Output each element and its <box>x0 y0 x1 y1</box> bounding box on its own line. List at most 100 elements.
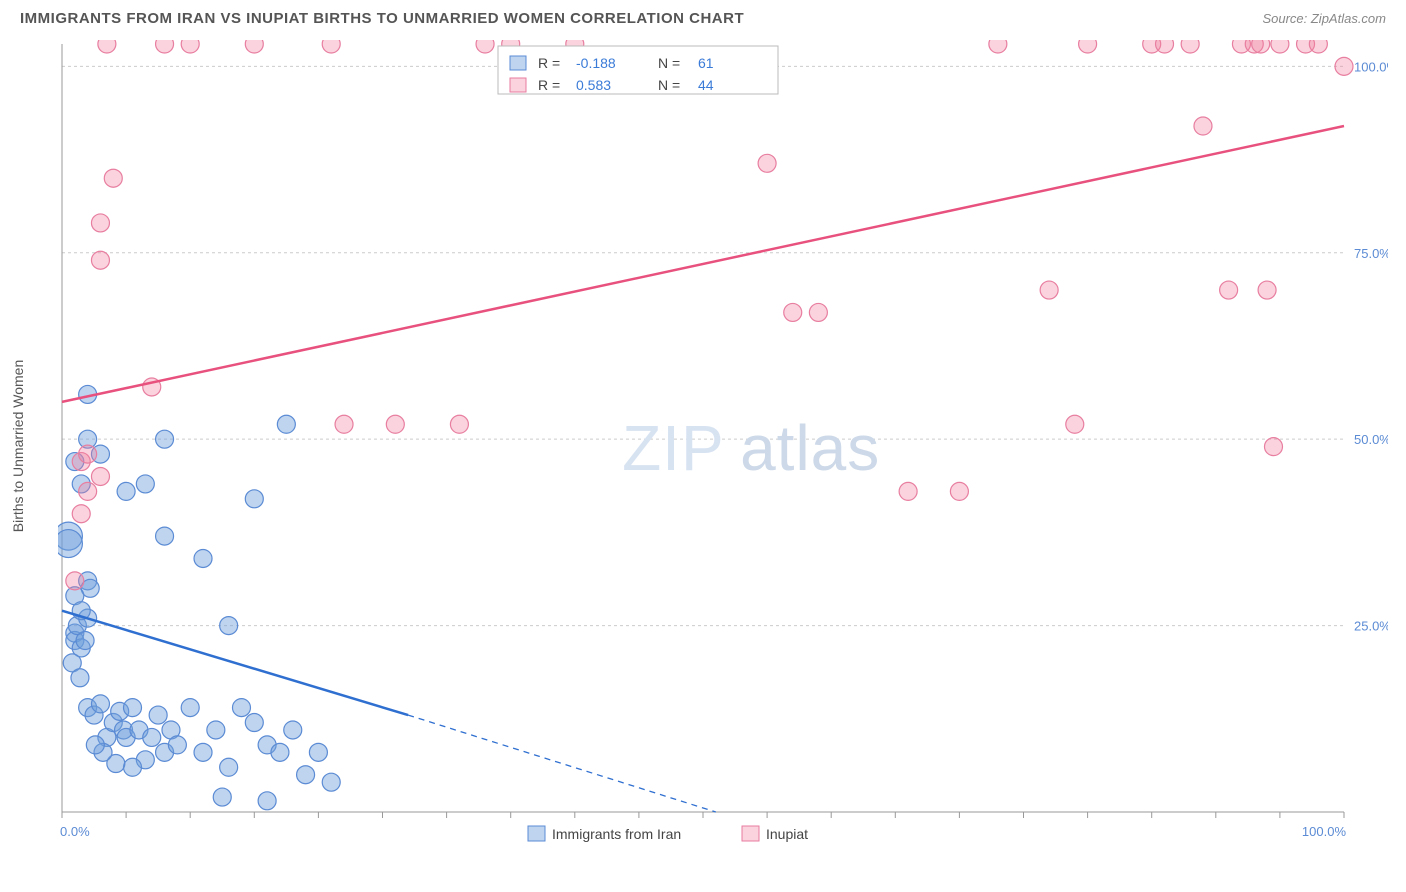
data-point <box>79 445 97 463</box>
legend-n-value: 61 <box>698 55 714 71</box>
legend-swatch <box>510 56 526 70</box>
y-tick-label: 100.0% <box>1354 59 1388 74</box>
data-point <box>194 743 212 761</box>
data-point <box>784 303 802 321</box>
regression-line <box>62 126 1344 402</box>
legend-n-label: N = <box>658 77 680 93</box>
legend-n-label: N = <box>658 55 680 71</box>
data-point <box>91 214 109 232</box>
source-name: ZipAtlas.com <box>1311 11 1386 26</box>
data-point <box>1252 40 1270 53</box>
y-tick-label: 25.0% <box>1354 619 1388 634</box>
data-point <box>213 788 231 806</box>
data-point <box>220 617 238 635</box>
legend-r-label: R = <box>538 77 560 93</box>
chart-svg: 25.0% 50.0% 75.0% 100.0% ZIPatlas 0.0% 100.0% R… <box>58 40 1388 850</box>
data-point <box>194 549 212 567</box>
data-point <box>58 530 82 558</box>
data-point <box>245 714 263 732</box>
data-point <box>450 415 468 433</box>
regression-line-dashed <box>408 715 716 812</box>
data-point <box>245 40 263 53</box>
data-point <box>232 699 250 717</box>
data-point <box>277 415 295 433</box>
legend-series-label: Inupiat <box>766 826 808 842</box>
data-point <box>156 40 174 53</box>
data-point <box>76 632 94 650</box>
data-point <box>117 482 135 500</box>
data-point <box>104 169 122 187</box>
legend-swatch <box>528 826 545 841</box>
chart-area: 25.0% 50.0% 75.0% 100.0% ZIPatlas 0.0% 100.0% R… <box>58 40 1388 850</box>
data-point <box>79 482 97 500</box>
y-tick-label: 75.0% <box>1354 246 1388 261</box>
data-point <box>66 572 84 590</box>
data-point <box>271 743 289 761</box>
legend-series-label: Immigrants from Iran <box>552 826 681 842</box>
data-point <box>91 695 109 713</box>
source-prefix: Source: <box>1262 11 1310 26</box>
data-point <box>136 475 154 493</box>
data-point <box>899 482 917 500</box>
svg-text:atlas: atlas <box>740 412 880 484</box>
legend-n-value: 44 <box>698 77 714 93</box>
data-point <box>98 40 116 53</box>
svg-text:ZIP: ZIP <box>622 412 725 484</box>
data-point <box>322 773 340 791</box>
chart-source: Source: ZipAtlas.com <box>1262 11 1386 26</box>
data-point <box>297 766 315 784</box>
data-point <box>207 721 225 739</box>
data-point <box>950 482 968 500</box>
data-point <box>1220 281 1238 299</box>
data-point <box>143 728 161 746</box>
data-point <box>1264 438 1282 456</box>
data-point <box>476 40 494 53</box>
x-tick-label: 0.0% <box>60 824 90 839</box>
data-point <box>156 430 174 448</box>
data-point <box>258 792 276 810</box>
data-point <box>989 40 1007 53</box>
data-point <box>1156 40 1174 53</box>
chart-header: IMMIGRANTS FROM IRAN VS INUPIAT BIRTHS T… <box>0 0 1406 27</box>
data-point <box>1181 40 1199 53</box>
data-point <box>1309 40 1327 53</box>
data-point <box>1271 40 1289 53</box>
y-axis-label: Births to Unmarried Women <box>10 360 26 532</box>
legend-swatch <box>742 826 759 841</box>
data-point <box>71 669 89 687</box>
chart-title: IMMIGRANTS FROM IRAN VS INUPIAT BIRTHS T… <box>20 10 744 27</box>
data-point <box>91 251 109 269</box>
legend-r-label: R = <box>538 55 560 71</box>
data-point <box>124 699 142 717</box>
legend-swatch <box>510 78 526 92</box>
data-point <box>156 527 174 545</box>
data-point <box>1079 40 1097 53</box>
data-point <box>91 467 109 485</box>
legend-top: R = -0.188 N = 61 R = 0.583 N = 44 <box>498 46 778 94</box>
x-tick-label: 100.0% <box>1302 824 1347 839</box>
watermark: ZIPatlas <box>622 412 880 484</box>
data-point <box>220 758 238 776</box>
data-point <box>1335 57 1353 75</box>
data-point <box>181 699 199 717</box>
legend-r-value: 0.583 <box>576 77 611 93</box>
data-point <box>245 490 263 508</box>
data-point <box>1194 117 1212 135</box>
data-point <box>809 303 827 321</box>
data-point <box>72 505 90 523</box>
data-point <box>335 415 353 433</box>
data-point <box>149 706 167 724</box>
data-point <box>1040 281 1058 299</box>
legend-r-value: -0.188 <box>576 55 616 71</box>
y-tick-label: 50.0% <box>1354 432 1388 447</box>
data-point <box>386 415 404 433</box>
legend-bottom: Immigrants from Iran Inupiat <box>528 826 808 842</box>
data-point <box>758 154 776 172</box>
data-point <box>309 743 327 761</box>
data-point <box>124 758 142 776</box>
data-point <box>181 40 199 53</box>
data-point <box>322 40 340 53</box>
data-point <box>284 721 302 739</box>
data-point <box>168 736 186 754</box>
data-point <box>1066 415 1084 433</box>
